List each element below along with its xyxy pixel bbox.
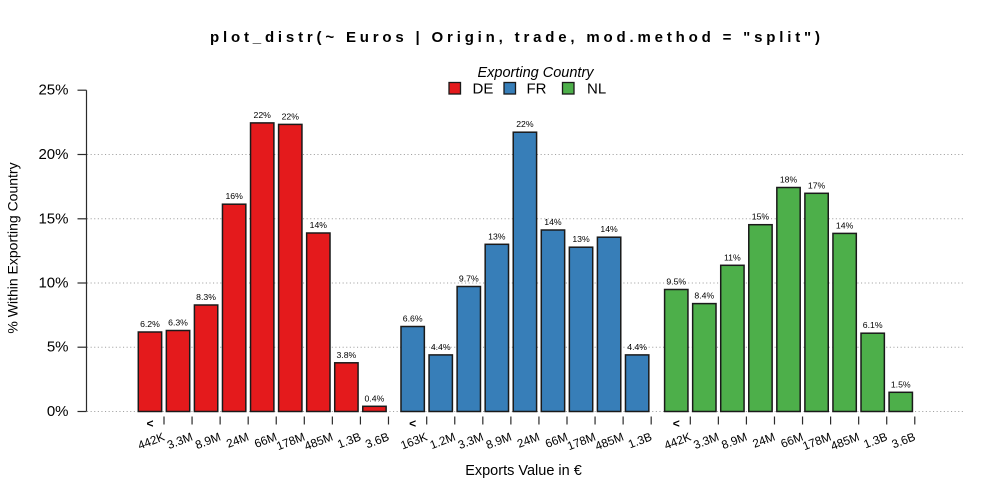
svg-text:DE: DE	[473, 81, 494, 98]
svg-text:0%: 0%	[47, 403, 69, 420]
svg-text:3.8%: 3.8%	[336, 350, 356, 360]
svg-text:<: <	[673, 417, 680, 431]
svg-text:Exporting Country: Exporting Country	[477, 65, 594, 81]
svg-text:NL: NL	[587, 81, 606, 98]
svg-text:14%: 14%	[310, 220, 328, 230]
svg-text:18%: 18%	[780, 175, 798, 185]
svg-text:14%: 14%	[836, 220, 854, 230]
svg-text:10%: 10%	[38, 275, 68, 292]
svg-text:15%: 15%	[752, 212, 770, 222]
svg-text:% Within Exporting Country: % Within Exporting Country	[5, 162, 21, 333]
svg-text:14%: 14%	[600, 224, 618, 234]
svg-text:13%: 13%	[572, 234, 590, 244]
svg-text:8.3%: 8.3%	[196, 292, 216, 302]
svg-text:5%: 5%	[47, 339, 69, 356]
svg-text:9.5%: 9.5%	[666, 277, 686, 287]
svg-text:4.4%: 4.4%	[627, 342, 647, 352]
svg-text:15%: 15%	[38, 210, 68, 227]
svg-text:11%: 11%	[724, 252, 741, 262]
svg-text:25%: 25%	[38, 82, 68, 99]
svg-text:Exports Value in €: Exports Value in €	[465, 463, 582, 479]
svg-text:22%: 22%	[254, 110, 272, 120]
svg-text:8.4%: 8.4%	[694, 291, 714, 301]
svg-text:plot_distr(~ Euros | Origin, t: plot_distr(~ Euros | Origin, trade, mod.…	[210, 29, 820, 46]
svg-text:16%: 16%	[225, 191, 243, 201]
svg-text:FR: FR	[527, 81, 547, 98]
svg-text:17%: 17%	[808, 180, 826, 190]
svg-text:6.3%: 6.3%	[168, 318, 188, 328]
svg-text:9.7%: 9.7%	[459, 274, 479, 284]
svg-text:1.5%: 1.5%	[891, 379, 911, 389]
svg-text:22%: 22%	[516, 119, 534, 129]
svg-text:4.4%: 4.4%	[431, 342, 451, 352]
svg-text:6.2%: 6.2%	[140, 319, 160, 329]
svg-text:6.1%: 6.1%	[863, 320, 883, 330]
svg-text:<: <	[146, 417, 153, 431]
svg-text:14%: 14%	[544, 217, 562, 227]
svg-text:20%: 20%	[38, 146, 68, 163]
svg-text:22%: 22%	[282, 111, 300, 121]
svg-text:<: <	[409, 417, 416, 431]
svg-text:13%: 13%	[488, 231, 506, 241]
svg-text:6.6%: 6.6%	[403, 314, 423, 324]
svg-text:0.4%: 0.4%	[365, 393, 385, 403]
